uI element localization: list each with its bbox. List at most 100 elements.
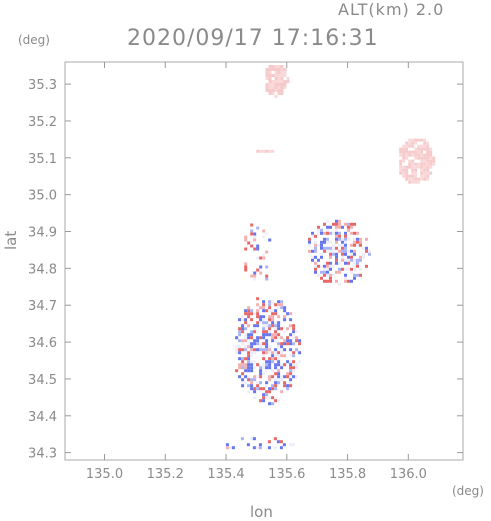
echo-cell	[368, 252, 371, 256]
echo-cell	[344, 279, 347, 283]
echo-cell	[289, 378, 293, 382]
x-unit-label: (deg)	[452, 484, 484, 498]
echo-cell	[326, 264, 329, 268]
echo-cell	[341, 243, 344, 247]
y-tick-label: 34.9	[28, 226, 57, 241]
echo-cell	[314, 270, 317, 274]
echo-cell	[429, 165, 433, 169]
echo-cell	[268, 300, 272, 304]
echo-cell	[353, 222, 356, 226]
echo-cell	[411, 153, 415, 157]
echo-cell	[256, 315, 260, 319]
echo-cell	[241, 330, 245, 334]
echo-cell	[332, 252, 335, 256]
echo-cell	[256, 336, 260, 340]
echo-cell	[235, 348, 239, 352]
echo-region-north-echo	[265, 65, 290, 98]
echo-cell	[277, 65, 281, 68]
echo-cell	[286, 336, 290, 340]
echo-cell	[244, 375, 248, 379]
echo-cell	[417, 177, 421, 181]
echo-cell	[326, 249, 329, 253]
echo-cell	[408, 174, 412, 178]
echo-cell	[344, 246, 347, 250]
echo-cell	[259, 271, 263, 275]
echo-cell	[271, 324, 275, 328]
echo-cell	[253, 238, 257, 242]
echo-cell	[265, 363, 269, 367]
echo-cell	[320, 240, 323, 244]
echo-cell	[253, 274, 257, 278]
echo-cell	[399, 150, 403, 154]
echo-cell	[241, 372, 245, 376]
echo-cell	[244, 268, 248, 272]
echo-cell	[256, 387, 260, 391]
echo-cell	[250, 354, 254, 358]
echo-cell	[308, 243, 311, 247]
echo-cell	[408, 144, 412, 148]
echo-cell	[289, 342, 293, 346]
echo-cell	[429, 153, 433, 157]
echo-cell	[274, 80, 278, 83]
echo-cell	[250, 348, 254, 352]
echo-cell	[268, 402, 272, 406]
echo-cell	[268, 68, 272, 71]
echo-cell	[274, 327, 278, 331]
x-tick-label: 135.4	[207, 467, 244, 482]
echo-cell	[271, 89, 275, 92]
echo-cell	[256, 381, 260, 385]
echo-cell	[268, 360, 272, 364]
echo-cell	[405, 147, 409, 151]
echo-cell	[347, 237, 350, 241]
echo-cell	[429, 171, 433, 175]
echo-cell	[326, 270, 329, 274]
echo-cell	[288, 443, 292, 447]
echo-cell	[295, 339, 299, 343]
echo-cell	[244, 333, 248, 337]
echo-cell	[292, 342, 296, 346]
echo-cell	[335, 219, 338, 223]
echo-cell	[402, 144, 406, 148]
echo-cell	[280, 68, 284, 71]
echo-cell	[262, 321, 266, 325]
echo-cell	[329, 264, 332, 268]
echo-cell	[289, 333, 293, 337]
echo-cell	[274, 71, 278, 74]
echo-cell	[335, 225, 338, 229]
echo-cell	[274, 77, 278, 80]
x-tick-label: 135.6	[268, 467, 305, 482]
echo-cell	[268, 363, 272, 367]
echo-cell	[286, 372, 290, 376]
echo-cell	[253, 351, 257, 355]
echo-cell	[244, 327, 248, 331]
echo-cell	[283, 348, 287, 352]
echo-cell	[256, 226, 260, 230]
echo-cell	[268, 390, 272, 394]
echo-cell	[402, 153, 406, 157]
echo-cell	[414, 144, 418, 148]
echo-cell	[277, 303, 281, 307]
echo-cell	[274, 309, 278, 313]
echo-cell	[274, 312, 278, 316]
echo-cell	[274, 330, 278, 334]
echo-cell	[338, 261, 341, 265]
echo-cell	[280, 86, 284, 89]
echo-cell	[277, 321, 281, 325]
echo-cell	[311, 258, 314, 262]
echo-cell	[253, 366, 257, 370]
echo-cell	[414, 171, 418, 175]
echo-cell	[323, 264, 326, 268]
echo-cell	[411, 141, 415, 145]
echo-cell	[268, 77, 272, 80]
echo-cell	[289, 384, 293, 388]
echo-cell	[289, 372, 293, 376]
echo-cell	[292, 375, 296, 379]
echo-cell	[274, 381, 278, 385]
echo-cell	[262, 366, 266, 370]
echo-cell	[274, 339, 278, 343]
echo-cell	[225, 446, 229, 450]
echo-cell	[399, 153, 403, 157]
echo-cell	[268, 306, 272, 310]
echo-cell	[292, 351, 296, 355]
echo-cell	[280, 345, 284, 349]
